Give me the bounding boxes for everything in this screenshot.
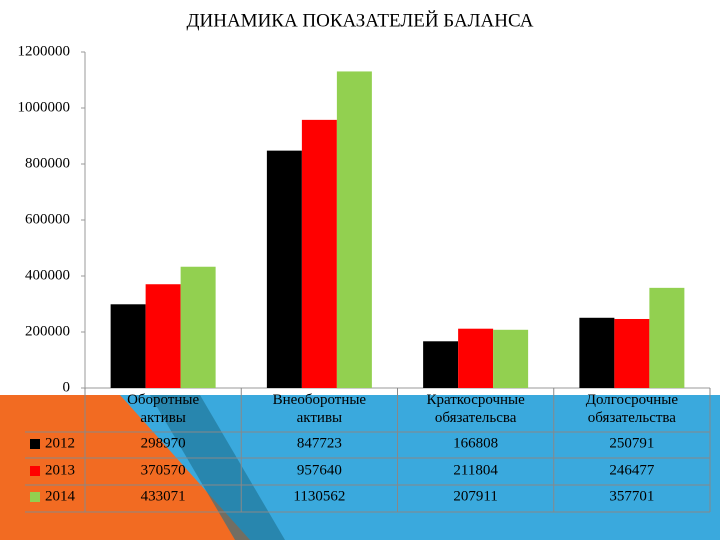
y-tick-label: 600000 [25,211,70,227]
x-tick-label: Краткосрочные обязательсва [426,392,525,426]
bar [266,150,302,388]
bar [458,328,494,388]
legend-label: 2013 [45,462,75,478]
bar [336,71,372,389]
bar [423,341,459,388]
y-tick-label: 1200000 [18,43,71,59]
table-value: 847723 [297,435,342,451]
decor-dark [150,395,285,540]
table-value: 246477 [609,462,655,478]
table-value: 433071 [141,488,186,504]
legend-swatch [30,492,40,502]
bar [649,287,685,388]
table-value: 207911 [453,488,497,504]
table-value: 211804 [453,462,498,478]
table-value: 166808 [453,435,498,451]
decor-orange [0,395,250,540]
bar [493,329,529,388]
y-tick-label: 0 [63,379,71,395]
legend-swatch [30,466,40,476]
x-tick-label: Внеоборотные активы [273,392,367,426]
y-tick-label: 800000 [25,155,70,171]
bar [579,317,615,388]
bar [110,304,146,388]
y-tick-label: 200000 [25,323,70,339]
bar [614,318,650,388]
legend-label: 2014 [45,488,76,504]
table-value: 298970 [141,435,186,451]
table-value: 370570 [141,462,186,478]
chart-title: ДИНАМИКА ПОКАЗАТЕЛЕЙ БАЛАНСА [187,10,534,31]
bar [145,284,181,388]
legend-swatch [30,439,40,449]
x-tick-label: Оборотные активы [127,392,199,426]
table-value: 1130562 [293,488,345,504]
table-value: 250791 [609,435,654,451]
y-tick-label: 400000 [25,267,70,283]
x-tick-label: Долгосрочные обязательства [586,392,679,426]
y-tick-label: 1000000 [18,99,71,115]
bar [180,266,216,388]
bar [301,119,337,388]
legend-label: 2012 [45,435,75,451]
table-value: 357701 [609,488,654,504]
table-value: 957640 [297,462,342,478]
